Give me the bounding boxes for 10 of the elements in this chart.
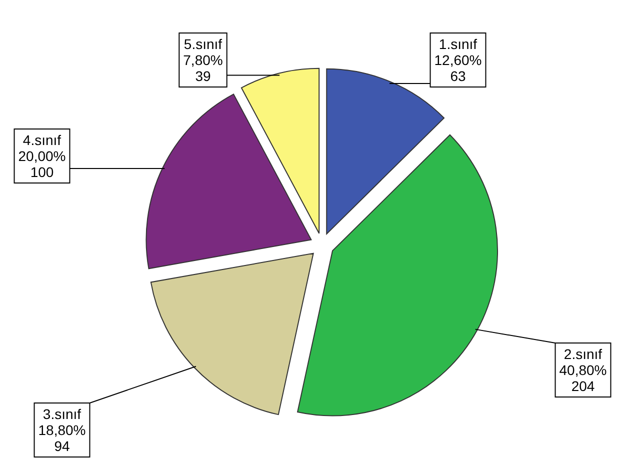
data-label: 12,60% 63 xyxy=(434,52,482,84)
data-label: 18,80% 94 xyxy=(38,422,86,454)
slice-label: 2.sınıf xyxy=(564,346,602,362)
slice-label: 1.sınıf xyxy=(438,36,478,52)
slice-label: 5.sınıf xyxy=(184,36,222,52)
data-label: 7,80% 39 xyxy=(183,52,223,84)
data-label: 40,80% 204 xyxy=(559,362,607,394)
slice-label: 4.sınıf xyxy=(22,132,62,148)
slice-label: 3.sınıf xyxy=(42,406,82,422)
data-label: 20,00% 100 xyxy=(18,148,66,180)
